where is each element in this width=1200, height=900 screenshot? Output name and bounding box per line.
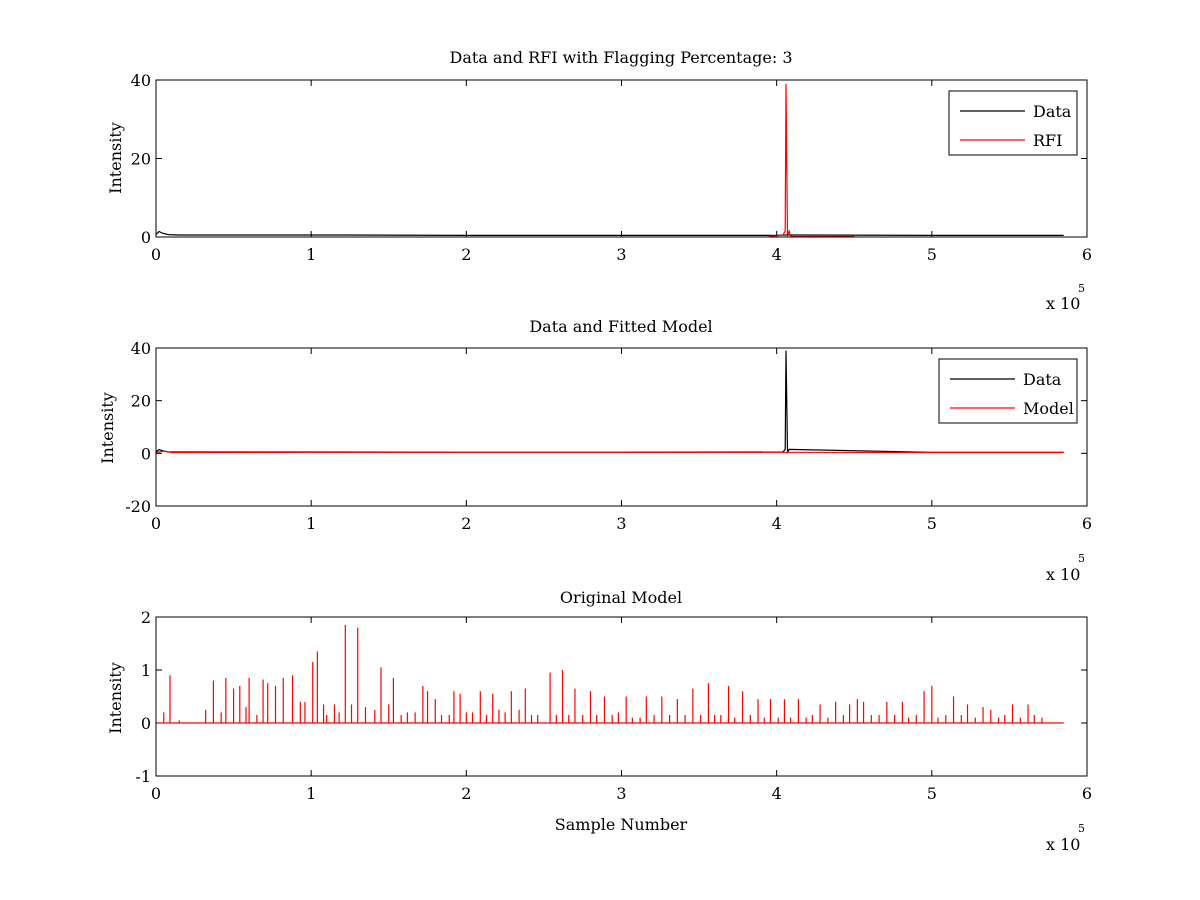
x-tick-label: 2 [461, 514, 471, 533]
x-tick-label: 4 [772, 784, 782, 803]
panel-title: Data and Fitted Model [529, 317, 712, 336]
panel-original-model: Original Model Intensity Sample Number 0… [106, 588, 1092, 854]
legend-label: RFI [1033, 131, 1062, 150]
x-tick-label: 6 [1082, 514, 1092, 533]
x-tick-label: 3 [616, 245, 626, 264]
panel-title: Original Model [560, 588, 682, 607]
x-tick-label: 6 [1082, 245, 1092, 264]
x-axis-label: Sample Number [555, 815, 688, 834]
x-tick-label: 3 [616, 784, 626, 803]
x-tick-label: 1 [306, 784, 316, 803]
x-tick-label: 1 [306, 514, 316, 533]
x-tick-label: 0 [151, 784, 161, 803]
plot-area [155, 83, 1064, 238]
y-tick-label: 40 [131, 339, 151, 358]
x-tick-label: 0 [151, 245, 161, 264]
x-axis-multiplier: x 10 5 [1046, 282, 1085, 313]
y-tick-label: -1 [135, 767, 151, 786]
y-axis-label: Intensity [106, 122, 125, 194]
y-tick-label: -20 [125, 497, 151, 516]
legend-box [948, 90, 1078, 156]
x-tick-label: 2 [461, 784, 471, 803]
x-tick-label: 2 [461, 245, 471, 264]
plot-area [155, 350, 1064, 455]
legend: Data RFI [948, 90, 1078, 156]
y-tick-label: 0 [141, 444, 151, 463]
legend-label: Data [1033, 102, 1072, 121]
y-tick-label: 40 [131, 71, 151, 90]
x-tick-label: 0 [151, 514, 161, 533]
multiplier-base: x 10 [1046, 835, 1080, 854]
multiplier-base: x 10 [1046, 294, 1080, 313]
y-tick-label: 0 [141, 228, 151, 247]
y-tick-label: 0 [141, 714, 151, 733]
legend: Data Model [938, 358, 1078, 424]
plot-area [156, 624, 1064, 724]
y-axis-label: Intensity [106, 662, 125, 734]
multiplier-exponent: 5 [1078, 822, 1085, 835]
axes-frame [155, 347, 1088, 507]
panel-data-and-rfi: Data and RFI with Flagging Percentage: 3… [106, 48, 1092, 313]
y-tick-label: 20 [131, 150, 151, 169]
x-tick-label: 4 [772, 514, 782, 533]
legend-label: Data [1023, 370, 1062, 389]
x-tick-label: 3 [616, 514, 626, 533]
multiplier-exponent: 5 [1078, 282, 1085, 295]
x-tick-label: 1 [306, 245, 316, 264]
axes-frame [155, 616, 1088, 777]
legend-box [938, 358, 1078, 424]
series-line-model [155, 450, 1064, 454]
panel-data-and-fitted-model: Data and Fitted Model Intensity 0 1 2 3 4 5 6 -… [98, 317, 1092, 584]
panel-title: Data and RFI with Flagging Percentage: 3 [449, 48, 792, 67]
x-tick-label: 5 [927, 245, 937, 264]
y-axis-label: Intensity [98, 392, 117, 464]
x-tick-label: 5 [927, 784, 937, 803]
x-tick-label: 4 [772, 245, 782, 264]
multiplier-exponent: 5 [1078, 552, 1085, 565]
x-axis-multiplier: x 10 5 [1046, 552, 1085, 584]
x-tick-label: 6 [1082, 784, 1092, 803]
y-tick-label: 20 [131, 392, 151, 411]
x-axis-multiplier: x 10 5 [1046, 822, 1085, 854]
x-tick-label: 5 [927, 514, 937, 533]
axes-frame [155, 79, 1088, 238]
y-tick-label: 2 [141, 608, 151, 627]
y-tick-label: 1 [141, 661, 151, 680]
multiplier-base: x 10 [1046, 565, 1080, 584]
series-line-rfi [768, 83, 855, 238]
legend-label: Model [1023, 399, 1074, 418]
